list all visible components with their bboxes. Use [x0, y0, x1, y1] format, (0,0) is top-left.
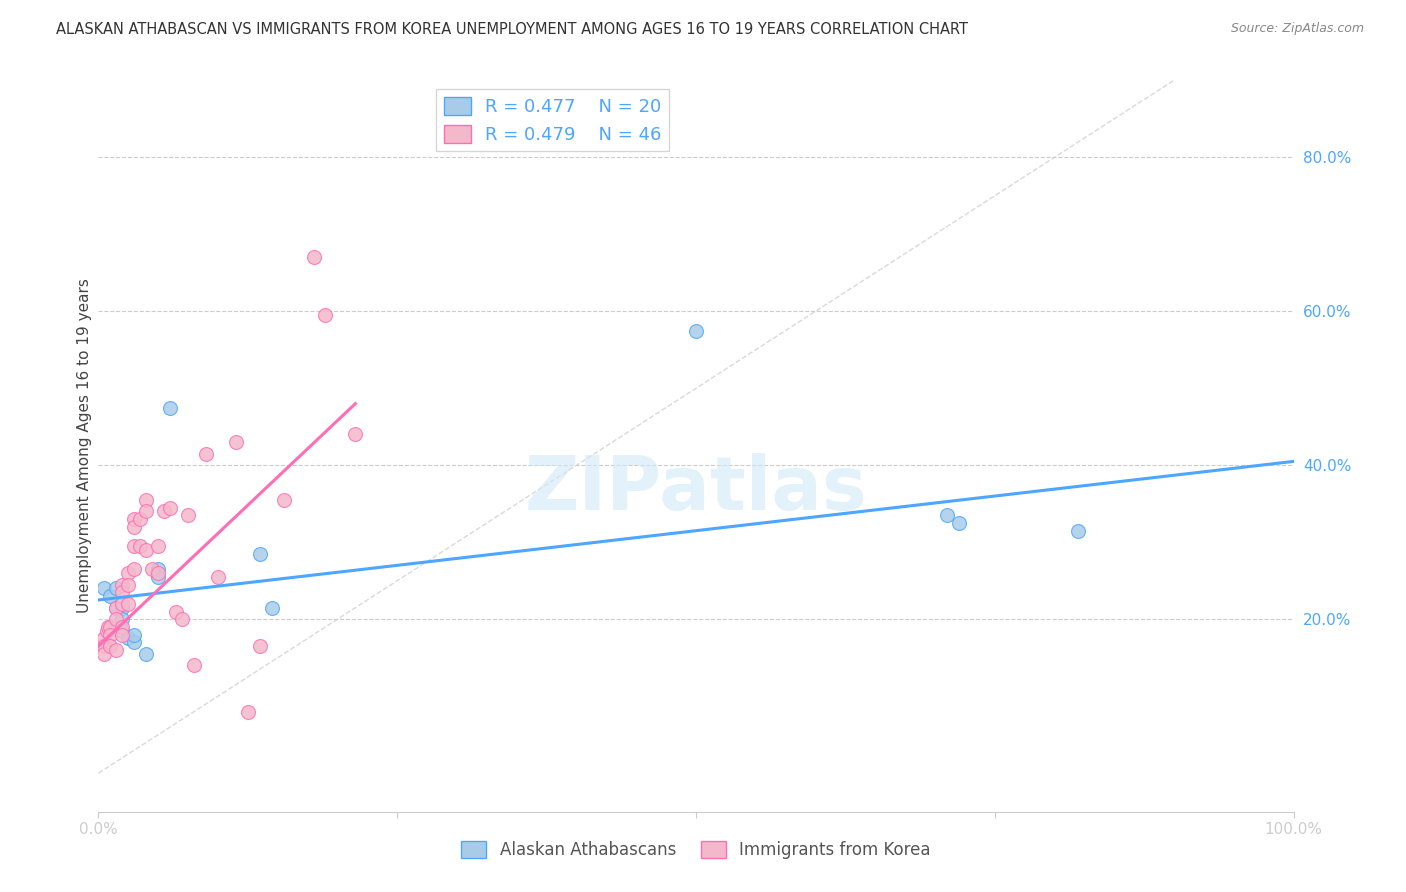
Point [117, 566, 139, 580]
Point [124, 627, 146, 641]
Point [111, 624, 134, 638]
Point [302, 251, 325, 265]
Point [96, 624, 118, 638]
Point [273, 492, 295, 507]
Point [141, 562, 163, 576]
Point [111, 612, 134, 626]
Point [249, 639, 271, 653]
Point [93, 647, 115, 661]
Text: Source: ZipAtlas.com: Source: ZipAtlas.com [1230, 22, 1364, 36]
Point [153, 504, 176, 518]
Point [124, 635, 146, 649]
Point [685, 324, 707, 338]
Point [177, 508, 200, 523]
Point [172, 612, 194, 626]
Point [105, 612, 128, 626]
Text: ALASKAN ATHABASCAN VS IMMIGRANTS FROM KOREA UNEMPLOYMENT AMONG AGES 16 TO 19 YEA: ALASKAN ATHABASCAN VS IMMIGRANTS FROM KO… [56, 22, 969, 37]
Text: ZIPatlas: ZIPatlas [524, 453, 868, 526]
Point [948, 516, 970, 530]
Point [111, 627, 134, 641]
Point [148, 570, 170, 584]
Point [165, 605, 187, 619]
Point [260, 600, 283, 615]
Point [249, 547, 271, 561]
Point [98, 620, 122, 634]
Point [194, 447, 217, 461]
Point [117, 597, 139, 611]
Point [124, 512, 146, 526]
Point [135, 504, 157, 518]
Point [111, 620, 134, 634]
Point [148, 539, 170, 553]
Point [148, 566, 170, 580]
Point [148, 562, 170, 576]
Point [1067, 524, 1090, 538]
Point [315, 308, 337, 322]
Point [93, 639, 115, 653]
Point [236, 705, 259, 719]
Point [135, 543, 157, 558]
Point [111, 600, 134, 615]
Point [135, 647, 157, 661]
Point [98, 627, 122, 641]
Point [105, 643, 128, 657]
Point [183, 658, 205, 673]
Point [97, 620, 120, 634]
Point [135, 492, 157, 507]
Point [105, 600, 128, 615]
Point [129, 539, 152, 553]
Point [129, 512, 152, 526]
Point [159, 401, 181, 415]
Point [344, 427, 367, 442]
Point [117, 577, 139, 591]
Point [207, 570, 229, 584]
Point [111, 597, 134, 611]
Point [93, 582, 115, 596]
Legend: Alaskan Athabascans, Immigrants from Korea: Alaskan Athabascans, Immigrants from Kor… [454, 834, 938, 865]
Point [105, 600, 128, 615]
Point [159, 500, 181, 515]
Point [124, 539, 146, 553]
Y-axis label: Unemployment Among Ages 16 to 19 years: Unemployment Among Ages 16 to 19 years [77, 278, 91, 614]
Point [124, 562, 146, 576]
Point [98, 589, 122, 603]
Point [93, 632, 115, 646]
Point [117, 632, 139, 646]
Point [935, 508, 957, 523]
Point [111, 577, 134, 591]
Point [98, 639, 122, 653]
Point [105, 582, 128, 596]
Point [111, 585, 134, 599]
Point [225, 435, 247, 450]
Point [124, 520, 146, 534]
